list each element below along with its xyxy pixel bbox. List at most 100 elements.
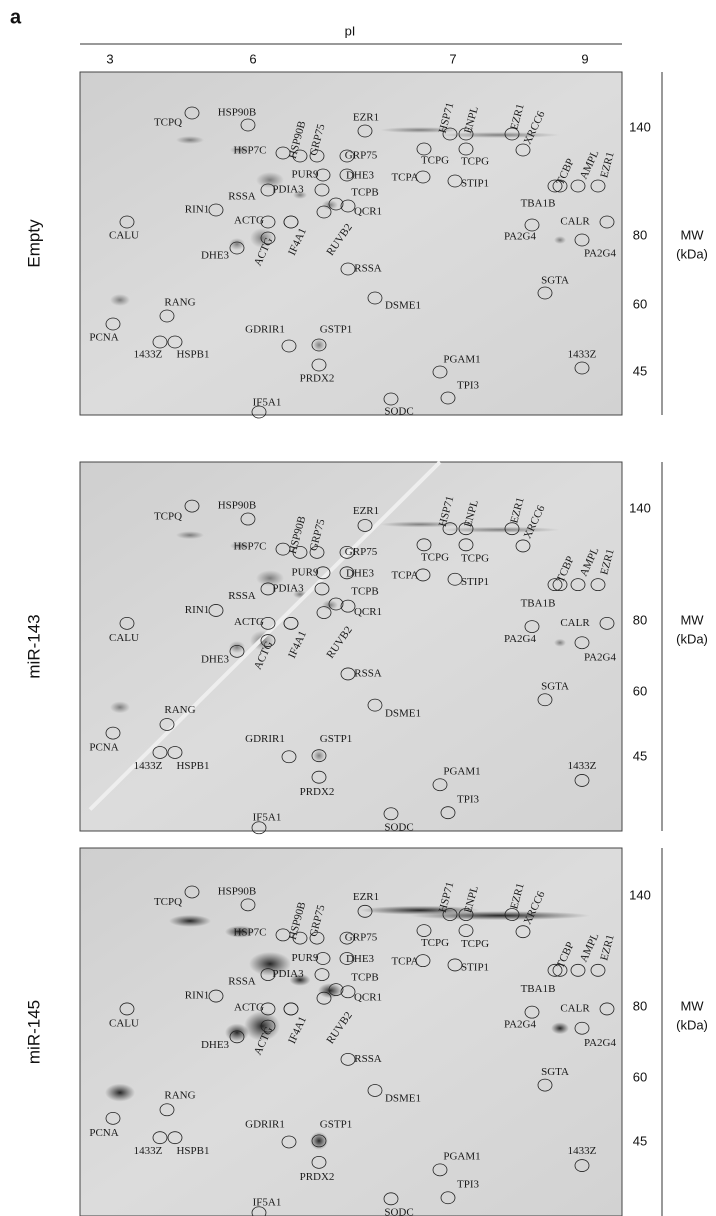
spot-label: 1433Z <box>568 1145 597 1157</box>
gel-spot <box>105 1083 135 1102</box>
gel-spot <box>229 641 245 654</box>
spot-circle <box>240 512 256 526</box>
spot-label: GDRIR1 <box>245 324 285 336</box>
spot-circle <box>537 286 553 300</box>
spot-label: TCPG <box>421 937 449 949</box>
spot-label: PA2G4 <box>584 651 616 663</box>
spot-circle <box>574 361 590 375</box>
spot-label: RANG <box>164 704 195 716</box>
gel-spot <box>322 600 338 611</box>
spot-label: TCPB <box>351 187 379 199</box>
spot-circle <box>292 931 308 945</box>
spot-circle <box>447 958 463 972</box>
mw-axis-title: (kDa) <box>676 246 708 261</box>
spot-circle <box>184 499 200 513</box>
spot-circle <box>515 143 531 157</box>
spot-label: DHE3 <box>201 653 230 665</box>
spot-label: HSP7C <box>233 926 266 938</box>
spot-circle <box>574 233 590 247</box>
spot-label: CALR <box>560 1002 590 1014</box>
spot-circle <box>275 928 291 942</box>
spot-label: RANG <box>164 297 195 309</box>
spot-label: HSP90B <box>218 107 257 119</box>
spot-circle <box>524 620 540 633</box>
spot-circle <box>547 963 563 977</box>
spot-circle <box>260 582 276 596</box>
spot-circle <box>152 335 168 349</box>
spot-label: TPI3 <box>457 380 480 392</box>
spot-circle <box>340 262 356 276</box>
gel-spot <box>176 136 204 144</box>
spot-circle <box>383 1192 399 1206</box>
spot-circle <box>260 231 276 245</box>
spot-label: GRP75 <box>345 546 378 558</box>
spot-label: CALU <box>109 1017 139 1029</box>
spot-circle <box>339 931 355 945</box>
spot-circle <box>315 952 331 965</box>
gel-spot <box>256 570 284 587</box>
spot-label: RIN1 <box>185 204 209 216</box>
spot-circle <box>442 127 458 141</box>
spot-circle <box>574 1159 590 1172</box>
spot-label: HSP7C <box>233 541 266 553</box>
gel-spot <box>322 200 338 210</box>
spot-circle <box>599 215 615 229</box>
spot-label: PDIA3 <box>272 968 304 980</box>
spot-label: PCNA <box>89 332 118 344</box>
spot-label: RSSA <box>228 976 256 988</box>
spot-circle <box>105 317 121 331</box>
gel-image <box>79 461 623 832</box>
spot-label: RSSA <box>354 667 382 679</box>
spot-circle <box>309 931 325 945</box>
gel-spot <box>313 749 325 762</box>
spot-circle <box>283 1002 299 1016</box>
spot-label: CALR <box>560 617 590 629</box>
spot-circle <box>281 1135 297 1149</box>
spot-circle <box>309 149 325 163</box>
spot-label: HSPB1 <box>176 349 209 361</box>
gel-spot <box>225 925 255 938</box>
spot-circle <box>440 1191 456 1205</box>
spot-circle <box>537 693 553 707</box>
spot-circle <box>383 392 399 406</box>
spot-circle <box>229 1030 245 1044</box>
gel-spot <box>229 238 245 250</box>
spot-circle <box>275 542 291 556</box>
spot-circle <box>599 1002 615 1016</box>
spot-label: TBA1B <box>521 983 556 995</box>
spot-circle <box>316 606 332 620</box>
spot-circle <box>458 142 474 156</box>
spot-label: PUR9 <box>292 566 319 578</box>
spot-circle <box>552 179 568 193</box>
spot-label: PUR9 <box>292 952 319 964</box>
spot-label: RANG <box>164 1089 195 1101</box>
mw-axis-title: (kDa) <box>676 1017 708 1032</box>
spot-label: IF5A1 <box>253 397 282 409</box>
spot-circle <box>260 215 276 229</box>
spot-label: IF5A1 <box>253 812 282 824</box>
mw-tick-label: 140 <box>629 500 651 515</box>
spot-label: DSME1 <box>385 707 421 719</box>
spot-circle <box>340 599 356 613</box>
spot-circle <box>547 179 563 193</box>
spot-circle <box>281 750 297 764</box>
spot-circle <box>159 309 175 323</box>
spot-label: GRP75 <box>345 932 378 944</box>
gel-spot <box>225 1023 249 1042</box>
spot-circle <box>537 1078 553 1092</box>
spot-circle <box>383 807 399 821</box>
gel-spot <box>244 1011 280 1042</box>
spot-label: GRP75 <box>345 150 378 162</box>
spot-circle <box>260 634 276 647</box>
spot-circle <box>105 1111 121 1125</box>
spot-circle <box>599 616 615 630</box>
spot-circle <box>570 179 586 193</box>
gel-label: miR-143 <box>24 614 43 678</box>
spot-label: HSP90B <box>218 500 257 512</box>
pi-tick-label: 3 <box>106 51 113 66</box>
spot-circle <box>357 904 373 918</box>
gel-spot <box>380 521 460 528</box>
spot-circle <box>251 821 267 835</box>
